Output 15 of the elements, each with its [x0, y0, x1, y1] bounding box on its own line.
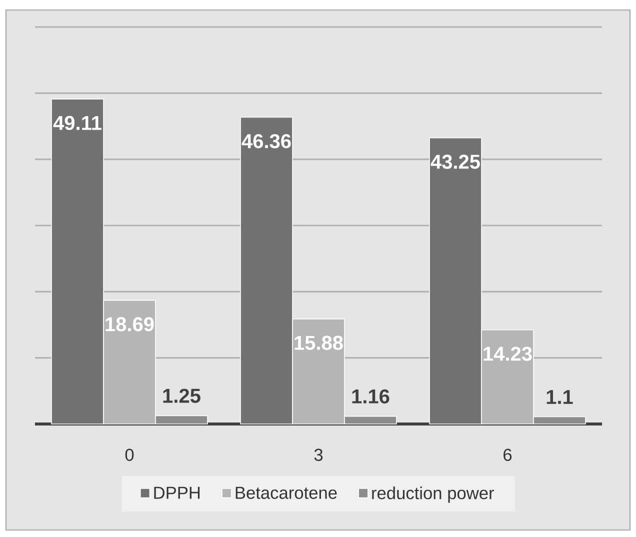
data-label: 43.25	[430, 154, 480, 169]
data-label: 1.1	[546, 390, 573, 404]
x-tick-label: 0	[125, 448, 134, 461]
data-label: 1.25	[163, 388, 200, 403]
data-label: 46.36	[242, 134, 291, 148]
x-tick-label: 6	[504, 448, 512, 461]
data-label: 15.88	[294, 336, 343, 350]
data-label: 18.69	[106, 317, 154, 332]
data-label: 1.16	[352, 389, 390, 404]
data-label: 49.11	[53, 116, 102, 130]
data-label: 14.23	[484, 346, 532, 361]
legend-label: Betacarotene	[236, 486, 337, 499]
legend-label: DPPH	[154, 486, 200, 499]
legend-label: reduction power	[372, 486, 494, 503]
x-tick-label: 3	[314, 448, 323, 461]
